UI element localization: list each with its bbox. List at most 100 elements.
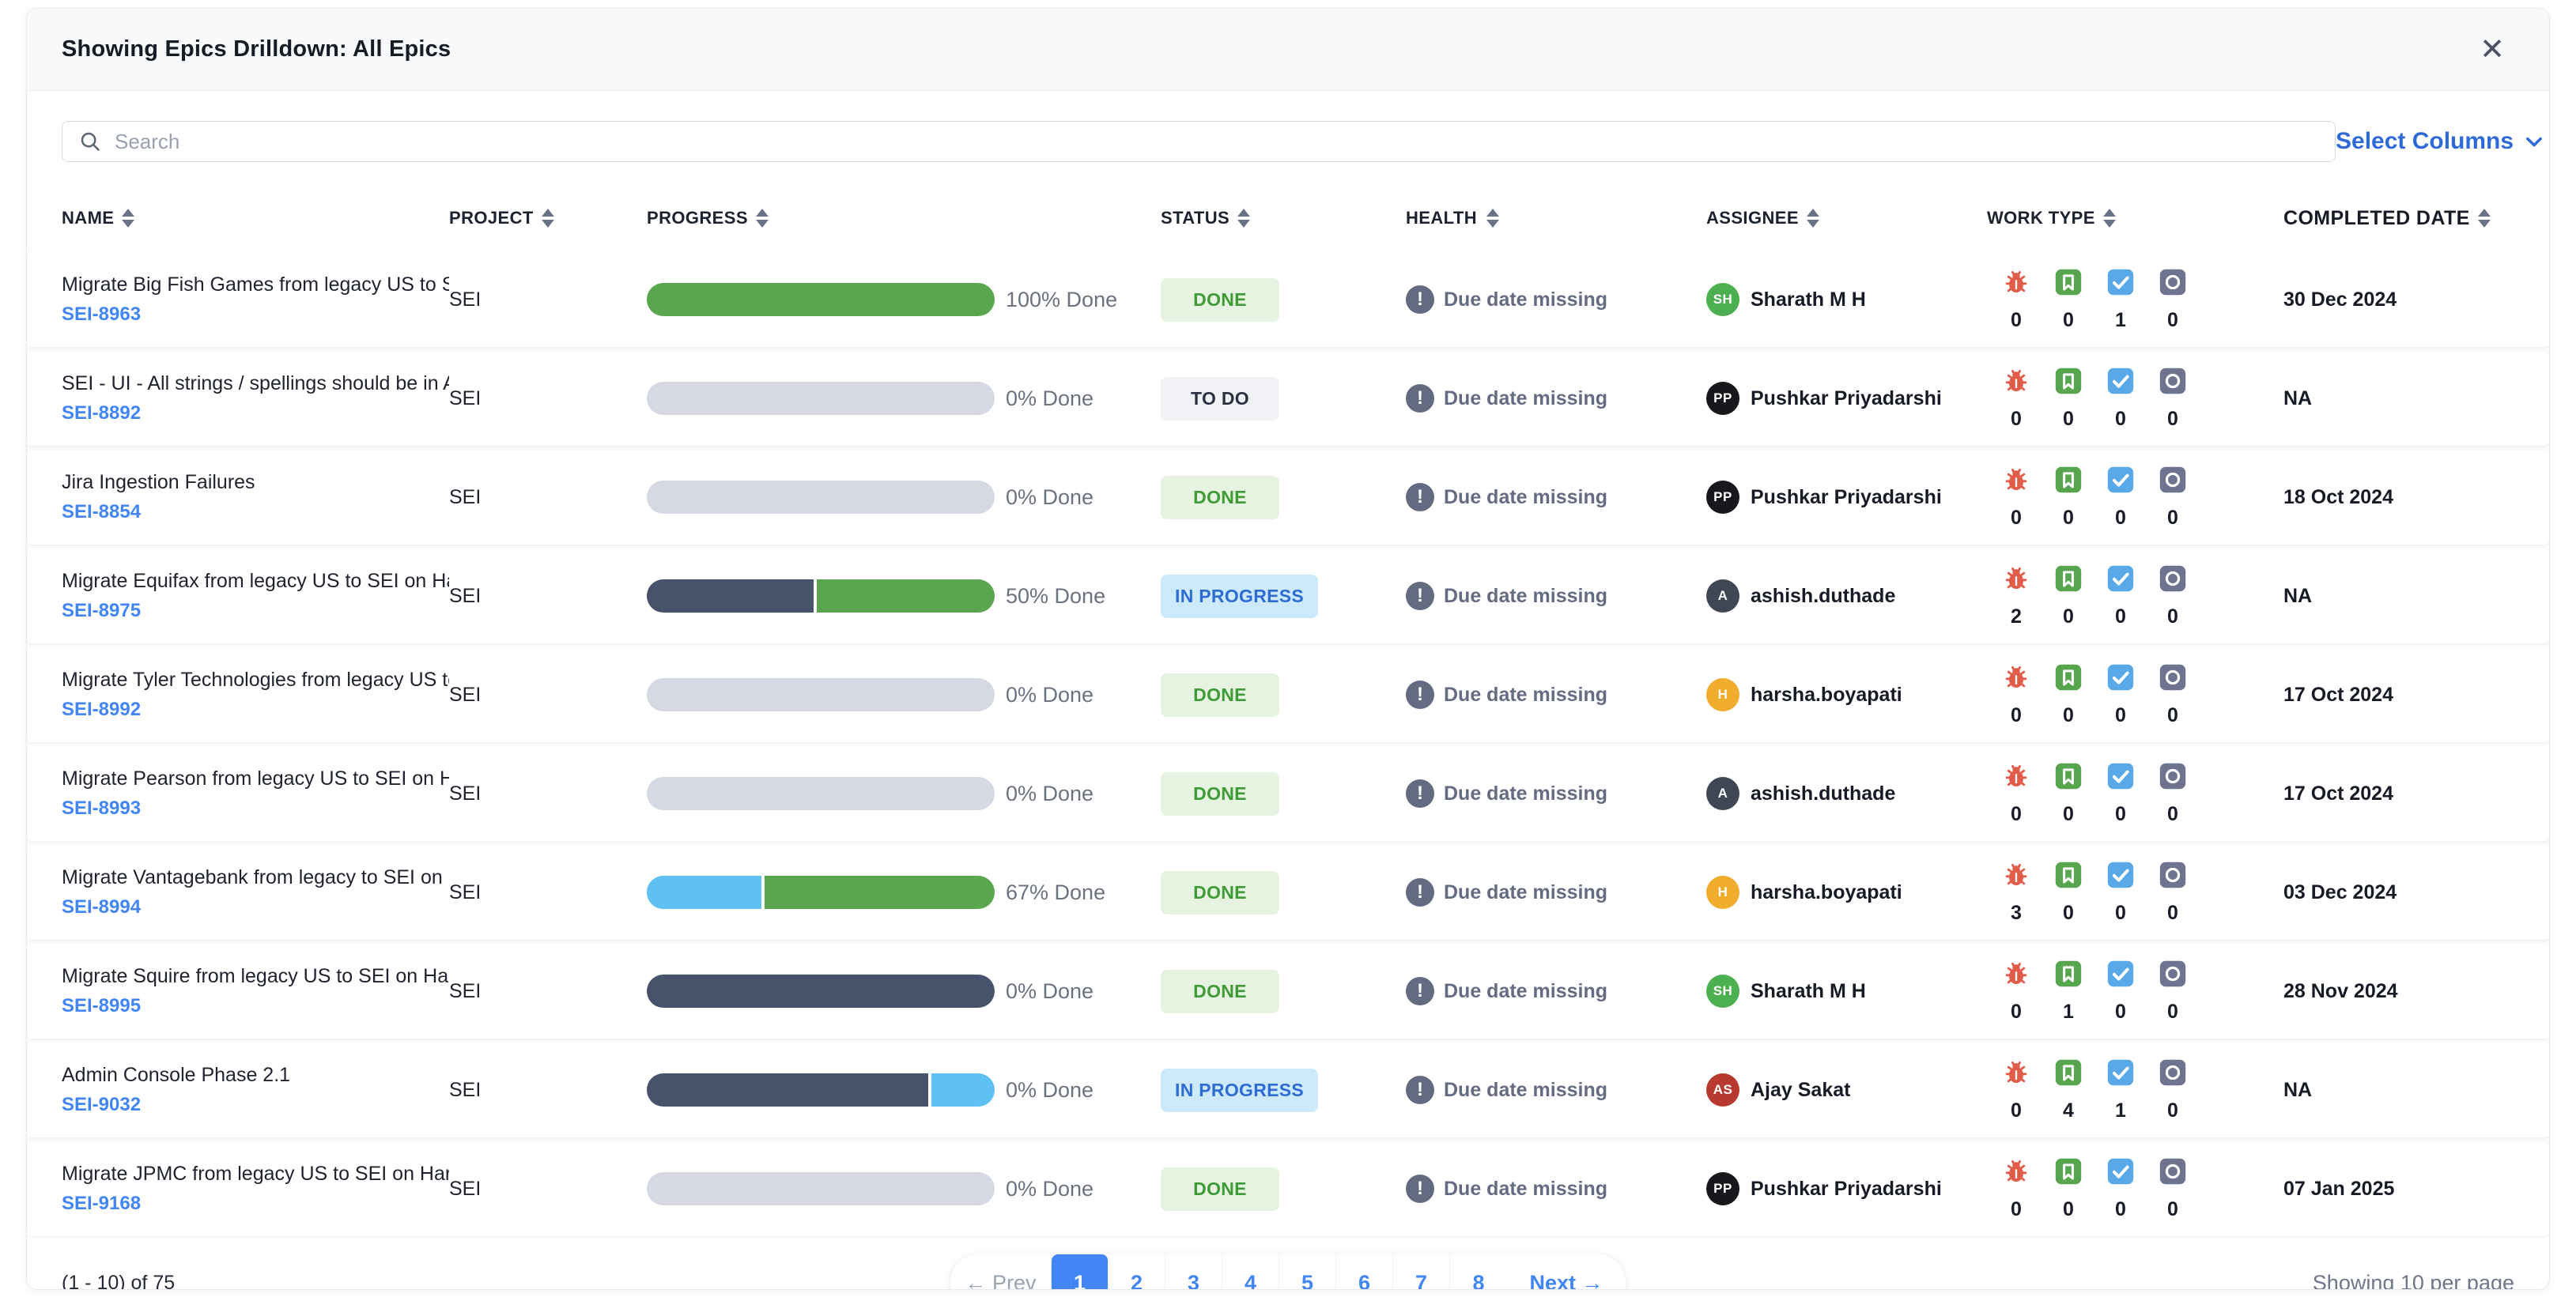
page-button-8[interactable]: 8 [1472, 1270, 1485, 1290]
page-button-7[interactable]: 7 [1393, 1254, 1450, 1289]
assignee-cell: H harsha.boyapati [1706, 876, 1987, 909]
status-badge: TO DO [1161, 376, 1279, 420]
select-columns-button[interactable]: Select Columns [2336, 128, 2545, 155]
search-input[interactable] [115, 129, 2319, 154]
epic-icon [2159, 367, 2187, 395]
story-icon [2054, 960, 2083, 988]
page-button-6[interactable]: 6 [1336, 1254, 1393, 1289]
column-header-health[interactable]: HEALTH [1398, 208, 1706, 228]
page-button-3[interactable]: 3 [1165, 1254, 1222, 1289]
completed-date-cell: 18 Oct 2024 [2283, 485, 2393, 508]
progress-cell: 50% Done [647, 579, 1161, 613]
epic-id-link[interactable]: SEI-8975 [62, 600, 142, 621]
column-header-project[interactable]: PROJECT [449, 208, 647, 228]
work-type-count-story: 0 [2063, 1197, 2074, 1220]
column-header-assignee[interactable]: ASSIGNEE [1706, 208, 1987, 228]
column-header-work-type[interactable]: WORK TYPE [1987, 208, 2264, 228]
epic-id-link[interactable]: SEI-9032 [62, 1094, 142, 1115]
bug-icon [2002, 1157, 2030, 1186]
work-type-count-task: 0 [2115, 506, 2126, 529]
table-header-row: NAME PROJECT PROGRESS STATUS HEALTH ASSI… [27, 184, 2549, 252]
column-header-completed-date[interactable]: COMPLETED DATE [2264, 207, 2514, 230]
health-warning-icon: ! [1406, 779, 1434, 808]
epic-id-link[interactable]: SEI-8995 [62, 995, 142, 1016]
avatar: SH [1706, 283, 1739, 316]
health-label: Due date missing [1444, 1078, 1607, 1101]
search-box[interactable] [62, 121, 2336, 162]
name-cell: Admin Console Phase 2.1 SEI-9032 [62, 1064, 449, 1116]
avatar: PP [1706, 481, 1739, 514]
work-type-cell: 0 0 1 0 [1987, 268, 2264, 332]
work-type-count-story: 0 [2063, 901, 2074, 924]
column-header-status[interactable]: STATUS [1161, 208, 1398, 228]
epic-name: SEI - UI - All strings / spellings shoul… [62, 372, 449, 394]
progress-bar [647, 876, 995, 909]
assignee-name: Pushkar Priyadarshi [1751, 485, 1942, 508]
table-row: Admin Console Phase 2.1 SEI-9032 SEI 0% … [27, 1043, 2549, 1137]
work-type-count-epic: 0 [2167, 1000, 2178, 1023]
sort-icon[interactable] [755, 209, 769, 228]
page-button-5[interactable]: 5 [1279, 1254, 1336, 1289]
next-page-button[interactable]: Next → [1529, 1270, 1603, 1290]
status-badge: DONE [1161, 673, 1279, 717]
status-badge: IN PROGRESS [1161, 1068, 1319, 1112]
work-type-count-task: 0 [2115, 605, 2126, 628]
task-icon [2106, 367, 2135, 395]
sort-icon[interactable] [2102, 209, 2116, 228]
page-button-2[interactable]: 2 [1109, 1254, 1165, 1289]
page-button-1[interactable]: 1 [1052, 1254, 1109, 1289]
column-header-name[interactable]: NAME [62, 208, 449, 228]
project-cell: SEI [449, 387, 482, 409]
completed-date-cell: 28 Nov 2024 [2283, 979, 2398, 1002]
sort-icon[interactable] [541, 209, 554, 228]
epic-id-link[interactable]: SEI-8892 [62, 402, 142, 424]
page-button-4[interactable]: 4 [1222, 1254, 1279, 1289]
task-icon [2106, 564, 2135, 593]
column-header-progress[interactable]: PROGRESS [647, 208, 1161, 228]
work-type-count-epic: 0 [2167, 407, 2178, 430]
task-icon [2106, 762, 2135, 790]
epic-id-link[interactable]: SEI-8854 [62, 501, 142, 522]
epic-name: Migrate Pearson from legacy US to SEI on… [62, 767, 449, 790]
project-cell: SEI [449, 782, 482, 805]
assignee-name: Ajay Sakat [1751, 1078, 1851, 1101]
epic-id-link[interactable]: SEI-8963 [62, 304, 142, 325]
health-label: Due date missing [1444, 584, 1607, 607]
work-type-cell: 0 0 0 0 [1987, 663, 2264, 727]
work-type-cell: 0 4 1 0 [1987, 1058, 2264, 1122]
table-row: Migrate Squire from legacy US to SEI on … [27, 944, 2549, 1039]
table-row: Migrate JPMC from legacy US to SEI on Ha… [27, 1141, 2549, 1236]
status-cell: IN PROGRESS [1161, 1068, 1398, 1112]
health-label: Due date missing [1444, 979, 1607, 1002]
epic-name: Jira Ingestion Failures [62, 471, 255, 493]
close-icon[interactable]: ✕ [2480, 32, 2505, 66]
epic-id-link[interactable]: SEI-9168 [62, 1193, 142, 1214]
status-badge: DONE [1161, 771, 1279, 816]
status-cell: DONE [1161, 277, 1398, 322]
sort-icon[interactable] [1237, 209, 1251, 228]
completed-date-cell: NA [2283, 1078, 2313, 1101]
progress-label: 67% Done [1006, 880, 1106, 904]
progress-label: 0% Done [1006, 682, 1094, 707]
epic-id-link[interactable]: SEI-8993 [62, 798, 142, 819]
task-icon [2106, 1157, 2135, 1186]
avatar: SH [1706, 975, 1739, 1008]
name-cell: Migrate Tyler Technologies from legacy U… [62, 669, 449, 721]
epic-id-link[interactable]: SEI-8992 [62, 699, 142, 720]
project-cell: SEI [449, 979, 482, 1002]
sort-icon[interactable] [122, 209, 135, 228]
work-type-count-story: 0 [2063, 802, 2074, 825]
sort-icon[interactable] [2477, 209, 2491, 228]
epic-id-link[interactable]: SEI-8994 [62, 896, 142, 918]
health-warning-icon: ! [1406, 285, 1434, 314]
prev-page-button[interactable]: ← Prev [950, 1254, 1052, 1289]
project-cell: SEI [449, 288, 482, 311]
sort-icon[interactable] [1486, 209, 1499, 228]
table-row: Migrate Pearson from legacy US to SEI on… [27, 746, 2549, 841]
table-row: SEI - UI - All strings / spellings shoul… [27, 351, 2549, 446]
health-cell: ! Due date missing [1398, 285, 1706, 314]
avatar: PP [1706, 1172, 1739, 1205]
work-type-count-bug: 0 [2011, 407, 2022, 430]
sort-icon[interactable] [1806, 209, 1819, 228]
